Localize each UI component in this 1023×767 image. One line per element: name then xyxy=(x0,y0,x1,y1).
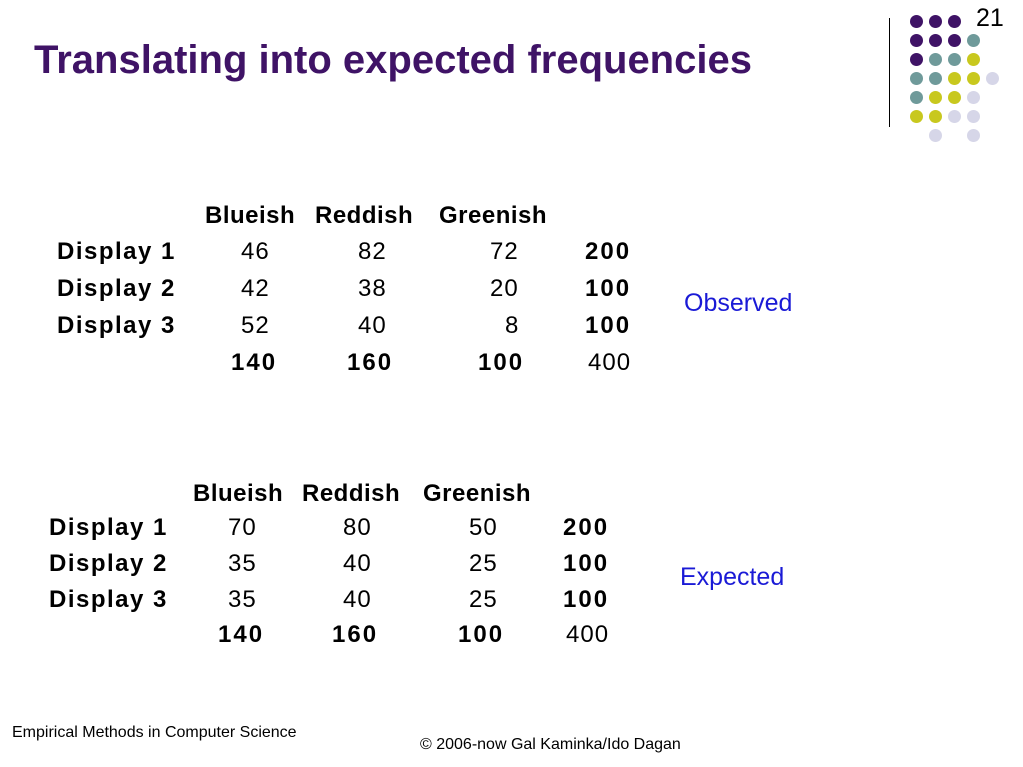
decorative-dot xyxy=(948,34,961,47)
column-total: 140 xyxy=(218,621,265,648)
decorative-dot xyxy=(948,53,961,66)
decorative-dot xyxy=(910,91,923,104)
decorative-dot xyxy=(948,15,961,28)
column-header: Blueish xyxy=(205,202,296,229)
decorative-dot xyxy=(910,15,923,28)
decorative-dot xyxy=(948,91,961,104)
column-total: 160 xyxy=(347,349,394,376)
column-header: Reddish xyxy=(302,480,401,507)
table-cell: 35 xyxy=(228,586,257,613)
row-label: Display 1 xyxy=(49,514,168,541)
decorative-divider xyxy=(889,18,890,127)
table-cell: 80 xyxy=(343,514,372,541)
slide-number: 21 xyxy=(976,4,1004,32)
table-cell: 52 xyxy=(241,312,270,339)
decorative-dot xyxy=(929,15,942,28)
decorative-dot-grid xyxy=(910,15,1010,165)
decorative-dot xyxy=(948,110,961,123)
decorative-dot xyxy=(986,72,999,85)
table-cell: 8 xyxy=(505,312,520,339)
column-total: 100 xyxy=(458,621,505,648)
row-total: 100 xyxy=(585,312,632,339)
decorative-dot xyxy=(910,110,923,123)
row-total: 100 xyxy=(563,586,610,613)
row-label: Display 1 xyxy=(57,238,176,265)
table-cell: 42 xyxy=(241,275,270,302)
table-cell: 40 xyxy=(358,312,387,339)
row-total: 100 xyxy=(563,550,610,577)
table-cell: 20 xyxy=(490,275,519,302)
table-cell: 40 xyxy=(343,586,372,613)
column-header: Greenish xyxy=(423,480,532,507)
table-cell: 50 xyxy=(469,514,498,541)
decorative-dot xyxy=(948,72,961,85)
row-label: Display 2 xyxy=(57,275,176,302)
decorative-dot xyxy=(910,34,923,47)
decorative-dot xyxy=(929,72,942,85)
decorative-dot xyxy=(967,91,980,104)
decorative-dot xyxy=(910,72,923,85)
column-total: 100 xyxy=(478,349,525,376)
row-total: 200 xyxy=(585,238,632,265)
decorative-dot xyxy=(967,34,980,47)
row-label: Display 3 xyxy=(57,312,176,339)
footer-course-title: Empirical Methods in Computer Science xyxy=(12,724,297,741)
decorative-dot xyxy=(929,129,942,142)
decorative-dot xyxy=(910,53,923,66)
table-cell: 40 xyxy=(343,550,372,577)
footer-copyright: © 2006-now Gal Kaminka/Ido Dagan xyxy=(420,736,681,753)
decorative-dot xyxy=(967,53,980,66)
column-header: Blueish xyxy=(193,480,284,507)
table-cell: 82 xyxy=(358,238,387,265)
row-total: 200 xyxy=(563,514,610,541)
observed-label: Observed xyxy=(684,289,793,317)
table-cell: 35 xyxy=(228,550,257,577)
row-label: Display 3 xyxy=(49,586,168,613)
decorative-dot xyxy=(967,72,980,85)
table-cell: 70 xyxy=(228,514,257,541)
decorative-dot xyxy=(929,53,942,66)
decorative-dot xyxy=(967,129,980,142)
row-label: Display 2 xyxy=(49,550,168,577)
decorative-dot xyxy=(929,34,942,47)
column-header: Reddish xyxy=(315,202,414,229)
column-total: 160 xyxy=(332,621,379,648)
decorative-dot xyxy=(929,91,942,104)
grand-total: 400 xyxy=(588,349,632,376)
column-total: 140 xyxy=(231,349,278,376)
table-cell: 72 xyxy=(490,238,519,265)
slide-title: Translating into expected frequencies xyxy=(34,38,752,82)
expected-label: Expected xyxy=(680,563,785,591)
table-cell: 46 xyxy=(241,238,270,265)
table-cell: 25 xyxy=(469,586,498,613)
table-cell: 25 xyxy=(469,550,498,577)
column-header: Greenish xyxy=(439,202,548,229)
decorative-dot xyxy=(967,110,980,123)
row-total: 100 xyxy=(585,275,632,302)
grand-total: 400 xyxy=(566,621,610,648)
decorative-dot xyxy=(929,110,942,123)
table-cell: 38 xyxy=(358,275,387,302)
